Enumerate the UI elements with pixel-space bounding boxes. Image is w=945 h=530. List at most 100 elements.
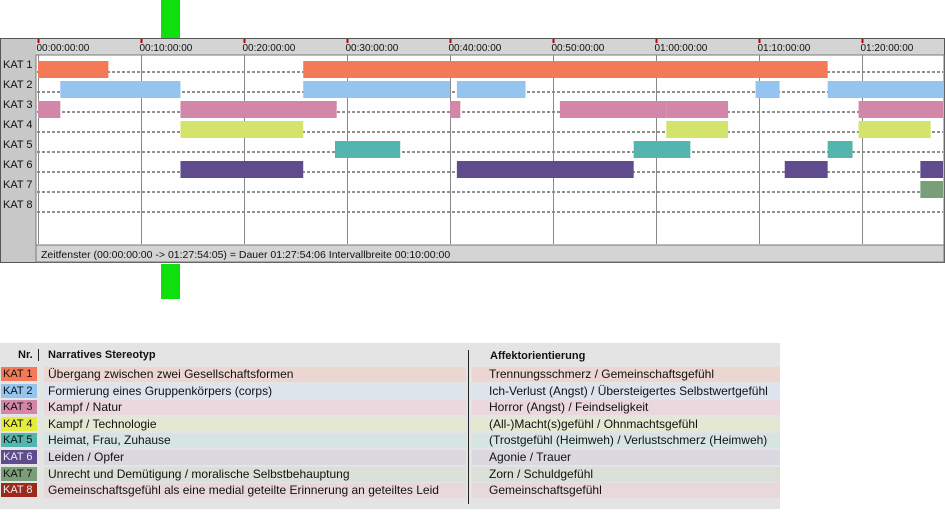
legend-header-separator bbox=[38, 349, 39, 361]
legend-row-band bbox=[44, 466, 466, 482]
legend-affect-text: Agonie / Trauer bbox=[489, 450, 572, 464]
legend-stereotype-text: Heimat, Frau, Zuhause bbox=[48, 433, 171, 448]
time-tick-label: 00:20:00:00 bbox=[243, 43, 296, 54]
timeline-segment bbox=[858, 121, 931, 138]
timeline-segment bbox=[666, 101, 729, 118]
timeline-segment bbox=[450, 101, 461, 118]
legend-stereotype-text: Kampf / Technologie bbox=[48, 416, 157, 431]
category-label: KAT 6 bbox=[3, 159, 33, 171]
legend-row-band bbox=[472, 400, 780, 416]
legend-row-band bbox=[44, 383, 466, 399]
timeline-chart: 00:00:00:00 00:10:00:00 00:20:00:00 00:30:0… bbox=[0, 38, 945, 263]
timeline-segment bbox=[38, 61, 109, 78]
category-badge: KAT 3 bbox=[1, 400, 37, 415]
legend-row: KAT 7 Unrecht und Demütigung / moralische… bbox=[0, 466, 780, 482]
legend-affect-text: Trennungsschmerz / Gemeinschaftsgefühl bbox=[489, 367, 714, 381]
time-tick-label: 00:50:00:00 bbox=[552, 43, 605, 54]
legend-row-band bbox=[44, 433, 466, 449]
time-tick-label: 01:00:00:00 bbox=[655, 43, 708, 54]
legend-row-band bbox=[472, 450, 780, 465]
timeline-segment bbox=[60, 81, 181, 98]
category-label: KAT 1 bbox=[3, 59, 33, 71]
category-badge: KAT 6 bbox=[1, 450, 37, 464]
time-tick-label: 01:20:00:00 bbox=[861, 43, 914, 54]
timeline-segment bbox=[666, 121, 729, 138]
legend-affect-text: Gemeinschaftsgefühl bbox=[489, 483, 602, 498]
time-tick-label: 00:30:00:00 bbox=[346, 43, 399, 54]
legend-affect-text: (Trostgefühl (Heimweh) / Verlustschmerz … bbox=[489, 433, 768, 448]
status-text: Zeitfenster (00:00:00:00 -> 01:27:54:05)… bbox=[41, 249, 450, 261]
legend-row-band bbox=[472, 367, 780, 382]
legend-row: KAT 8 Gemeinschaftsgefühl als eine medial… bbox=[0, 482, 780, 499]
time-ruler bbox=[36, 39, 944, 55]
time-tick-label: 01:10:00:00 bbox=[758, 43, 811, 54]
category-label: KAT 7 bbox=[3, 179, 33, 191]
category-label: KAT 8 bbox=[3, 199, 33, 211]
legend-row: KAT 3 Kampf / Natur Horror (Angst) / Feind… bbox=[0, 399, 780, 416]
legend-row-band bbox=[472, 466, 780, 482]
legend-affect-text: Zorn / Schuldgefühl bbox=[489, 466, 594, 481]
legend-row-band bbox=[44, 367, 466, 382]
legend-row: KAT 2 Formierung eines Gruppenkörpers (co… bbox=[0, 383, 780, 399]
legend-row-band bbox=[472, 416, 780, 432]
timeline-segment bbox=[180, 101, 337, 118]
timeline-segment bbox=[456, 81, 526, 98]
category-label: KAT 4 bbox=[3, 119, 33, 131]
status-bar bbox=[35, 244, 945, 263]
legend-table: Nr. Narratives Stereotyp Affektorientier… bbox=[0, 343, 780, 509]
legend-stereotype-text: Kampf / Natur bbox=[48, 400, 123, 415]
timeline-segment bbox=[180, 121, 304, 138]
legend-stereotype-text: Unrecht und Demütigung / moralische Selb… bbox=[48, 466, 350, 481]
timeline-segment bbox=[559, 101, 667, 118]
timeline-segment bbox=[334, 141, 401, 158]
legend-row-band bbox=[44, 400, 466, 416]
category-badge: KAT 5 bbox=[1, 433, 37, 448]
timeline-segment bbox=[303, 61, 828, 78]
timeline-segment bbox=[827, 141, 853, 158]
category-badge: KAT 7 bbox=[1, 466, 37, 481]
legend-stereotype-text: Übergang zwischen zwei Gesellschaftsform… bbox=[48, 367, 294, 381]
legend-stereotype-text: Leiden / Opfer bbox=[48, 450, 125, 464]
category-badge: KAT 2 bbox=[1, 383, 37, 398]
legend-row: KAT 5 Heimat, Frau, Zuhause (Trostgefühl (… bbox=[0, 432, 780, 449]
category-badge: KAT 8 bbox=[1, 483, 37, 498]
legend-header-nr: Nr. bbox=[18, 349, 33, 361]
legend-row: KAT 4 Kampf / Technologie (All-)Macht(s)ge… bbox=[0, 416, 780, 432]
time-tick-label: 00:00:00:00 bbox=[37, 43, 90, 54]
legend-affect-text: Ich-Verlust (Angst) / Übersteigertes Sel… bbox=[489, 383, 768, 398]
legend-row-band bbox=[472, 383, 780, 399]
playhead-marker-bottom[interactable] bbox=[161, 264, 180, 299]
timeline-segment bbox=[755, 81, 780, 98]
category-label: KAT 2 bbox=[3, 79, 33, 91]
timeline-segment bbox=[920, 161, 943, 178]
timeline-segment bbox=[303, 81, 450, 98]
timeline-segment bbox=[784, 161, 828, 178]
legend-row-band bbox=[44, 483, 466, 499]
timeline-segment bbox=[633, 141, 691, 158]
legend-row: KAT 1 Übergang zwischen zwei Gesellschaft… bbox=[0, 366, 780, 382]
timeline-segment bbox=[456, 161, 634, 178]
timeline-segment bbox=[38, 101, 61, 118]
category-badge: KAT 1 bbox=[1, 367, 37, 381]
legend-row: KAT 6 Leiden / Opfer Agonie / Trauer bbox=[0, 449, 780, 465]
playhead-marker-top[interactable] bbox=[161, 0, 180, 38]
legend-affect-text: Horror (Angst) / Feindseligkeit bbox=[489, 400, 649, 415]
timeline-segment bbox=[827, 81, 943, 98]
timeline-segment bbox=[920, 181, 943, 198]
legend-row-band bbox=[44, 450, 466, 465]
legend-stereotype-text: Formierung eines Gruppenkörpers (corps) bbox=[48, 383, 273, 398]
time-tick-label: 00:10:00:00 bbox=[140, 43, 193, 54]
timeline-segment bbox=[180, 161, 304, 178]
legend-row-band bbox=[472, 483, 780, 499]
category-badge: KAT 4 bbox=[1, 416, 37, 431]
timeline-segment bbox=[858, 101, 943, 118]
legend-column-divider bbox=[468, 350, 469, 504]
legend-affect-text: (All-)Macht(s)gefühl / Ohnmachtsgefühl bbox=[489, 416, 698, 431]
legend-row-band bbox=[44, 416, 466, 432]
legend-header-affect: Affektorientierung bbox=[490, 350, 586, 362]
category-label: KAT 3 bbox=[3, 99, 33, 111]
legend-stereotype-text: Gemeinschaftsgefühl als eine medial gete… bbox=[48, 483, 439, 498]
time-tick-label: 00:40:00:00 bbox=[449, 43, 502, 54]
legend-header-stereotype: Narratives Stereotyp bbox=[48, 349, 156, 361]
category-label: KAT 5 bbox=[3, 139, 33, 151]
